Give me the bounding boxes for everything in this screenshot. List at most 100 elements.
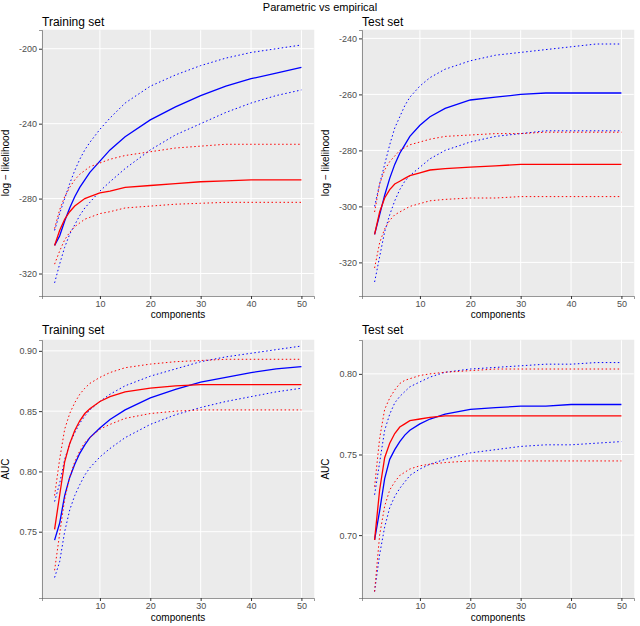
tick-mark [39, 124, 42, 125]
x-axis: 1020304050 [43, 598, 315, 611]
y-axis: -320-280-240-200 [19, 31, 43, 297]
tick-mark [39, 471, 42, 472]
tick-mark [359, 150, 362, 151]
grid-line [362, 150, 634, 151]
tick-mark [39, 199, 42, 200]
mean-line [375, 164, 622, 234]
mean-line [55, 367, 302, 541]
grid-line [362, 206, 634, 207]
grid-line [150, 340, 151, 598]
mean-line [375, 93, 622, 234]
mean-line [55, 385, 302, 530]
tick: 20 [466, 296, 476, 309]
plot-frame [362, 340, 634, 598]
plot-background [362, 340, 634, 598]
band-line [375, 363, 622, 495]
grid-line [99, 340, 100, 598]
grid-line [301, 340, 302, 598]
grid-line [571, 30, 572, 296]
grid-line [362, 38, 634, 39]
tick-label: 20 [146, 299, 156, 309]
grid-line [200, 340, 201, 598]
tick-label: -200 [19, 44, 37, 54]
tick-label: 30 [196, 601, 206, 611]
tick-label: 0.70 [339, 530, 357, 540]
tick: 0.90 [19, 346, 42, 356]
tick: 30 [196, 598, 206, 611]
tick-label: 0.75 [339, 450, 357, 460]
band-line [55, 144, 302, 228]
tick: 30 [516, 296, 526, 309]
chart-title: Parametric vs empirical [263, 1, 377, 13]
tick-mark [39, 49, 42, 50]
axis-line [39, 341, 43, 599]
axis-line [39, 31, 43, 297]
tick: -300 [339, 202, 362, 212]
tick: -320 [339, 258, 362, 268]
band-line [55, 346, 302, 502]
tick-label: -300 [339, 202, 357, 212]
grid-line [42, 198, 314, 199]
grid-line [200, 30, 201, 296]
grid-line [621, 340, 622, 598]
grid-line [42, 350, 314, 351]
tick-label: 50 [617, 601, 627, 611]
grid-line [419, 340, 420, 598]
tick-label: -280 [19, 194, 37, 204]
tick-label: 0.75 [19, 527, 37, 537]
axis-line [43, 599, 315, 602]
axis-line [359, 341, 363, 599]
tick-mark [359, 94, 362, 95]
axis-line [359, 31, 363, 297]
mean-line [55, 180, 302, 246]
tick-label: 10 [415, 601, 425, 611]
tick-mark [39, 274, 42, 275]
tick: 20 [146, 598, 156, 611]
grid-line [470, 30, 471, 296]
grid-line [362, 373, 634, 374]
tick: 50 [617, 296, 627, 309]
tick-label: -280 [339, 146, 357, 156]
band-line [375, 369, 622, 487]
grid-line [520, 30, 521, 296]
grid-line [42, 471, 314, 472]
tick: 20 [466, 598, 476, 611]
grid-line [571, 340, 572, 598]
tick: 50 [297, 296, 307, 309]
tick: 50 [297, 598, 307, 611]
x-axis: 1020304050 [363, 296, 635, 309]
band-line [375, 132, 622, 212]
band-line [375, 131, 622, 282]
x-axis-title: components [151, 612, 205, 623]
tick-label: 0.85 [19, 407, 37, 417]
grid-line [362, 262, 634, 263]
tick-label: 50 [617, 299, 627, 309]
tick-label: 40 [567, 299, 577, 309]
tick: 40 [247, 598, 257, 611]
tick: 40 [567, 296, 577, 309]
tick: 40 [567, 598, 577, 611]
panel: 0.700.750.801020304050Test setcomponents… [320, 323, 635, 623]
grid-line [362, 94, 634, 95]
y-axis-title: AUC [0, 458, 11, 479]
band-line [55, 388, 302, 577]
tick: 10 [95, 296, 105, 309]
tick: -260 [339, 90, 362, 100]
tick: 0.85 [19, 407, 42, 417]
tick: -240 [339, 34, 362, 44]
tick-label: 40 [247, 299, 257, 309]
tick-mark [359, 535, 362, 536]
band-line [375, 461, 622, 592]
band-line [55, 90, 302, 283]
tick: 40 [247, 296, 257, 309]
band-line [55, 359, 302, 495]
tick: -240 [19, 119, 42, 129]
plot-frame [42, 30, 314, 296]
tick-label: 20 [466, 299, 476, 309]
tick-label: 0.80 [19, 467, 37, 477]
grid-line [251, 340, 252, 598]
x-axis-title: components [471, 309, 525, 320]
panel: -320-300-280-260-2401020304050Test setco… [320, 15, 635, 320]
tick-label: 30 [196, 299, 206, 309]
panel: -320-280-240-2001020304050Training setco… [0, 15, 315, 320]
